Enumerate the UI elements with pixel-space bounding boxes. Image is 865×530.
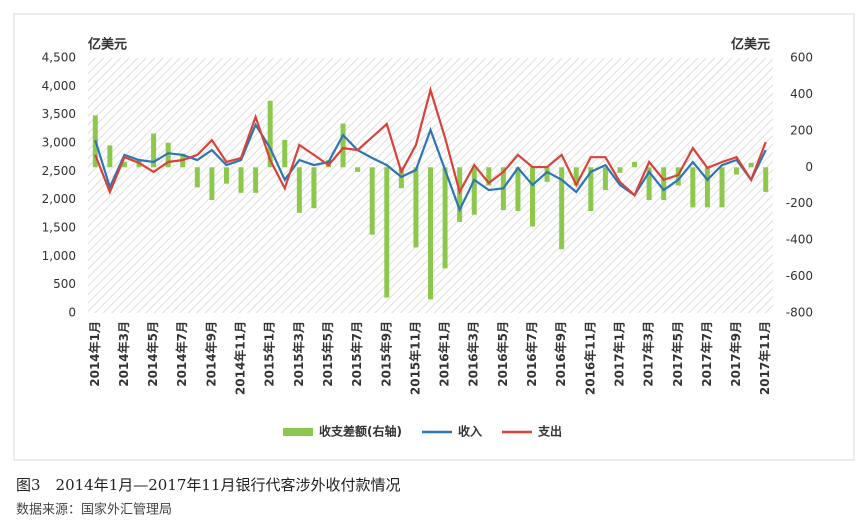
bar	[734, 167, 740, 175]
y2-tick-label: 600	[790, 51, 813, 65]
bar	[515, 167, 521, 211]
legend-swatch	[283, 428, 313, 436]
bar	[355, 167, 361, 172]
x-tick-label: 2016年1月	[437, 321, 452, 387]
y-tick-label: 2,000	[42, 192, 76, 206]
x-tick-label: 2016年7月	[524, 321, 539, 387]
line	[94, 122, 767, 213]
chart-frame	[13, 13, 855, 461]
y2-tick-label: 0	[805, 160, 813, 174]
x-tick-label: 2014年11月	[233, 321, 248, 395]
bar	[384, 167, 390, 298]
x-tick-label: 2015年1月	[262, 321, 277, 387]
bar	[486, 167, 492, 186]
y2-tick-label: -400	[786, 233, 813, 247]
bar	[107, 145, 113, 168]
y-tick-label: 4,000	[42, 79, 76, 93]
y-tick-label: 0	[68, 306, 76, 320]
y-unit-right: 亿美元	[731, 37, 770, 53]
x-tick-label: 2016年11月	[582, 321, 597, 395]
y-tick-label: 4,500	[42, 51, 76, 65]
x-tick-label: 2015年11月	[407, 321, 422, 395]
x-tick-label: 2014年9月	[203, 321, 218, 387]
bar	[675, 167, 681, 186]
x-tick-label: 2015年9月	[378, 321, 393, 387]
x-tick-label: 2017年11月	[757, 321, 772, 395]
bar	[602, 167, 608, 191]
x-tick-label: 2016年3月	[466, 321, 481, 387]
bar	[267, 100, 273, 168]
line	[94, 85, 767, 197]
y2-tick-label: -800	[786, 306, 813, 320]
bar	[296, 167, 302, 213]
bar	[763, 167, 769, 192]
bar	[194, 167, 200, 188]
bar	[311, 167, 317, 209]
x-tick-label: 2017年7月	[699, 321, 714, 387]
y2-tick-label: -600	[786, 269, 813, 283]
y-tick-label: 3,500	[42, 107, 76, 121]
bar	[151, 133, 157, 168]
y-tick-label: 1,000	[42, 249, 76, 263]
bar	[253, 167, 259, 193]
bar	[165, 142, 171, 168]
bar	[282, 139, 288, 168]
bar	[223, 167, 229, 184]
x-tick-label: 2015年3月	[291, 321, 306, 387]
bar	[413, 167, 419, 248]
bar	[632, 161, 638, 168]
bar	[340, 123, 346, 168]
x-tick-label: 2015年5月	[320, 321, 335, 387]
bar	[617, 167, 623, 173]
x-tick-label: 2014年7月	[174, 321, 189, 387]
bar	[719, 167, 725, 208]
x-tick-label: 2017年9月	[728, 321, 743, 387]
x-tick-label: 2016年9月	[553, 321, 568, 387]
bar	[121, 161, 127, 168]
y-unit-left: 亿美元	[88, 37, 127, 53]
y-tick-label: 2,500	[42, 164, 76, 178]
y-tick-label: 3,000	[42, 136, 76, 150]
y2-tick-label: -200	[786, 196, 813, 210]
x-tick-label: 2014年3月	[116, 321, 131, 387]
source: 数据来源：国家外汇管理局	[16, 502, 172, 518]
bar	[369, 167, 375, 235]
bar	[646, 167, 652, 201]
bar	[238, 167, 244, 193]
x-tick-label: 2017年5月	[670, 321, 685, 387]
bar	[530, 167, 536, 227]
x-tick-label: 2015年7月	[349, 321, 364, 387]
legend-label: 支出	[537, 424, 562, 439]
bar	[544, 167, 550, 182]
x-tick-label: 2017年3月	[641, 321, 656, 387]
bar	[588, 167, 594, 211]
bar	[559, 167, 565, 250]
y2-tick-label: 200	[790, 123, 813, 137]
bar	[442, 167, 448, 269]
caption: 图3 2014年1月—2017年11月银行代客涉外收付款情况	[16, 476, 401, 494]
legend-label: 收入	[458, 424, 482, 439]
x-tick-label: 2017年1月	[611, 321, 626, 387]
y-tick-label: 1,500	[42, 221, 76, 235]
bar	[748, 162, 754, 168]
bar	[573, 167, 579, 186]
x-tick-label: 2016年5月	[495, 321, 510, 387]
x-tick-label: 2014年5月	[145, 321, 160, 387]
y-tick-label: 500	[53, 277, 76, 291]
bar	[690, 167, 696, 208]
y2-tick-label: 400	[790, 87, 813, 101]
legend-label: 收支差额(右轴)	[319, 424, 402, 439]
bar	[209, 167, 215, 201]
bar	[471, 167, 477, 215]
bar	[704, 167, 710, 208]
bar	[457, 167, 463, 222]
bar	[661, 167, 667, 201]
bar	[428, 167, 433, 300]
x-tick-label: 2014年1月	[87, 321, 102, 387]
